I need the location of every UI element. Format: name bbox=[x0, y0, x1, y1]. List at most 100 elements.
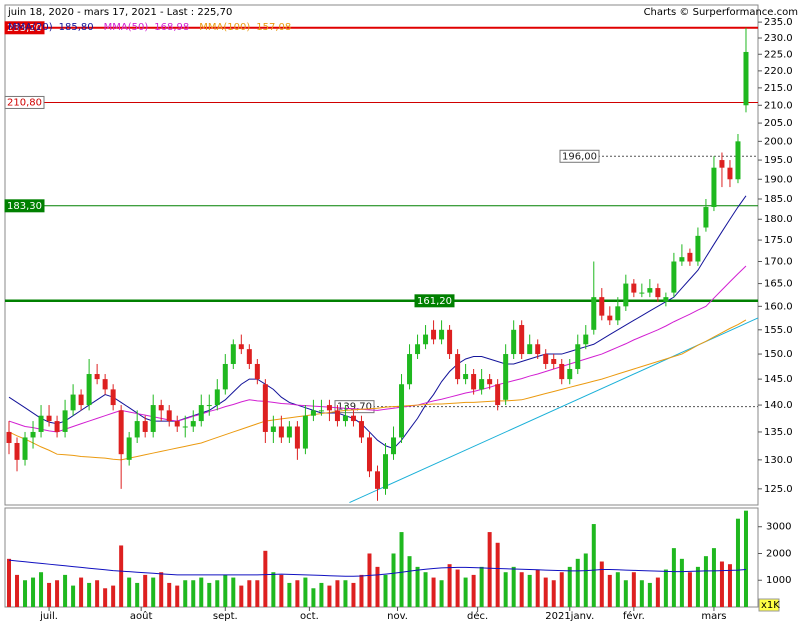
candle-body bbox=[583, 334, 589, 345]
volume-bar bbox=[367, 553, 372, 607]
candle-body bbox=[575, 344, 581, 369]
volume-bar bbox=[719, 561, 724, 607]
volume-bar bbox=[695, 566, 700, 607]
volume-bar bbox=[679, 558, 684, 607]
candle-body bbox=[503, 354, 509, 400]
volume-bar bbox=[199, 577, 204, 607]
volume-bar bbox=[439, 580, 444, 607]
volume-panel bbox=[4, 507, 759, 608]
volume-bar bbox=[599, 561, 604, 607]
volume-bar bbox=[647, 582, 652, 607]
volume-bar bbox=[55, 580, 60, 607]
volume-bar bbox=[559, 572, 564, 607]
candle-body bbox=[22, 437, 28, 460]
legend-name: MMA(100) bbox=[199, 22, 250, 33]
volume-bar bbox=[479, 566, 484, 607]
level-label-box bbox=[4, 199, 45, 213]
volume-bar bbox=[671, 548, 676, 607]
volume-bar bbox=[175, 585, 180, 607]
level-label-box bbox=[4, 21, 45, 35]
candle-body bbox=[383, 454, 389, 489]
candle-body bbox=[727, 167, 733, 180]
candle-body bbox=[158, 405, 164, 411]
volume-bar bbox=[87, 582, 92, 607]
volume-bar bbox=[495, 542, 500, 607]
volume-bar bbox=[279, 574, 284, 607]
y-tick-label: 125.0 bbox=[764, 484, 793, 495]
volume-bar bbox=[159, 572, 164, 607]
volume-bar bbox=[151, 577, 156, 607]
candle-body bbox=[278, 426, 284, 438]
volume-bar bbox=[583, 553, 588, 607]
candle-body bbox=[342, 415, 348, 422]
volume-bar bbox=[511, 566, 516, 607]
volume-bar bbox=[535, 569, 540, 607]
candle-body bbox=[719, 160, 725, 168]
volume-bar bbox=[423, 572, 428, 607]
volume-bar bbox=[335, 580, 340, 607]
candle-body bbox=[623, 283, 629, 307]
candle-body bbox=[663, 297, 669, 302]
volume-bar bbox=[399, 532, 404, 607]
volume-bar bbox=[247, 580, 252, 607]
volume-bar bbox=[63, 574, 68, 607]
volume-bar bbox=[119, 545, 124, 607]
candle-body bbox=[647, 288, 653, 293]
y-tick-label: 145.0 bbox=[764, 374, 793, 385]
y-tick-label: 230.0 bbox=[764, 33, 793, 44]
x-tick-label: févr. bbox=[623, 610, 645, 622]
volume-bar bbox=[287, 582, 292, 607]
candle-body bbox=[198, 405, 204, 422]
candle-body bbox=[519, 325, 525, 355]
candle-body bbox=[326, 405, 332, 411]
y-tick-label: 170.0 bbox=[764, 257, 793, 268]
volume-bar bbox=[71, 585, 76, 607]
volume-bar bbox=[591, 524, 596, 607]
volume-tick-label: 2000 bbox=[766, 548, 791, 559]
candle-body bbox=[206, 405, 212, 407]
candle-body bbox=[30, 431, 36, 438]
candle-body bbox=[471, 374, 477, 390]
candle-body bbox=[230, 344, 236, 364]
volume-average bbox=[8, 559, 747, 577]
y-tick-label: 165.0 bbox=[764, 279, 793, 290]
volume-bar bbox=[447, 564, 452, 607]
legend-name: MMA(50) bbox=[104, 22, 149, 33]
volume-bar bbox=[143, 574, 148, 607]
candle-body bbox=[391, 437, 397, 455]
candle-body bbox=[671, 261, 677, 293]
candle-body bbox=[38, 415, 44, 432]
volume-bar bbox=[23, 580, 28, 607]
moving-average bbox=[8, 195, 747, 450]
candle-body bbox=[631, 283, 637, 293]
level-label: 210,80 bbox=[7, 97, 42, 108]
volume-bar bbox=[183, 580, 188, 607]
candle-body bbox=[102, 379, 108, 390]
volume-bar bbox=[39, 572, 44, 607]
x-tick-label: juil. bbox=[39, 611, 58, 622]
y-tick-label: 205.0 bbox=[764, 118, 793, 129]
volume-bar bbox=[127, 577, 132, 607]
y-tick-label: 225.0 bbox=[764, 49, 793, 60]
candle-body bbox=[487, 379, 493, 385]
volume-bar bbox=[239, 585, 244, 607]
candle-body bbox=[655, 288, 661, 298]
y-tick-label: 135.0 bbox=[764, 427, 793, 438]
volume-bar bbox=[327, 585, 332, 607]
candle-body bbox=[527, 344, 533, 355]
volume-bar bbox=[407, 556, 412, 607]
y-tick-label: 180.0 bbox=[764, 214, 793, 225]
volume-bar bbox=[623, 580, 628, 607]
candle-body bbox=[695, 235, 701, 262]
candle-body bbox=[407, 354, 413, 385]
volume-bar bbox=[303, 577, 308, 607]
y-tick-label: 140.0 bbox=[764, 400, 793, 411]
x-tick-label: oct. bbox=[300, 611, 319, 622]
candle-body bbox=[711, 167, 717, 208]
legend-value: 168,98 bbox=[154, 22, 189, 33]
candle-body bbox=[14, 442, 20, 460]
candle-body bbox=[174, 421, 180, 427]
volume-bar bbox=[135, 582, 140, 607]
